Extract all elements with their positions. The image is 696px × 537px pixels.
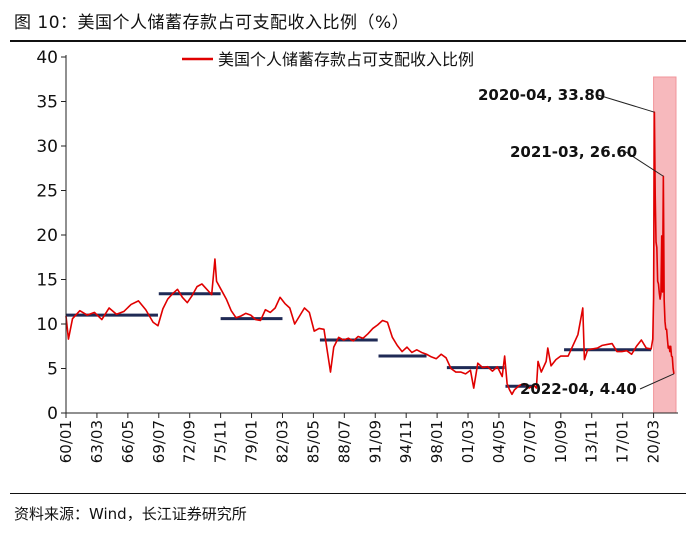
annotation-label: 2021-03, 26.60 xyxy=(510,143,637,161)
x-tick-label: 10/09 xyxy=(552,420,570,463)
figure-title: 图 10：美国个人储蓄存款占可支配收入比例（%） xyxy=(14,13,410,33)
y-tick-label: 40 xyxy=(36,48,58,68)
x-tick-label: 79/01 xyxy=(243,420,261,463)
x-tick-label: 20/03 xyxy=(645,420,663,463)
annotation-leader xyxy=(639,373,675,390)
top-rule xyxy=(10,40,686,42)
annotation-label: 2020-04, 33.80 xyxy=(478,86,605,104)
y-tick-label: 35 xyxy=(36,93,58,113)
x-tick-label: 88/07 xyxy=(335,420,353,463)
annotation-leader xyxy=(597,94,655,113)
x-tick-label: 69/07 xyxy=(150,420,168,463)
legend-label: 美国个人储蓄存款占可支配收入比例 xyxy=(218,50,474,69)
x-tick-label: 66/05 xyxy=(119,420,137,463)
x-tick-label: 72/09 xyxy=(181,420,199,463)
x-tick-label: 94/11 xyxy=(397,420,415,463)
series-line xyxy=(65,111,675,396)
y-tick-label: 30 xyxy=(36,137,58,157)
y-tick-label: 15 xyxy=(36,271,58,291)
x-tick-label: 91/09 xyxy=(366,420,384,463)
x-tick-label: 98/01 xyxy=(428,420,446,463)
x-tick-label: 01/03 xyxy=(459,420,477,463)
x-tick-label: 60/01 xyxy=(57,420,75,463)
x-tick-label: 07/07 xyxy=(521,420,539,463)
annotation-label: 2022-04, 4.40 xyxy=(520,380,637,398)
x-tick-label: 04/05 xyxy=(490,420,508,463)
y-tick-label: 25 xyxy=(36,182,58,202)
x-tick-label: 13/11 xyxy=(583,420,601,463)
source-note: 资料来源：Wind，长江证券研究所 xyxy=(14,505,247,523)
x-tick-label: 85/05 xyxy=(304,420,322,463)
bottom-rule xyxy=(10,493,686,494)
x-tick-label: 17/01 xyxy=(614,420,632,463)
y-tick-label: 10 xyxy=(36,315,58,335)
x-tick-label: 63/03 xyxy=(88,420,106,463)
x-tick-label: 75/11 xyxy=(212,420,230,463)
y-tick-label: 0 xyxy=(47,404,58,424)
y-tick-label: 20 xyxy=(36,226,58,246)
annotation-leader xyxy=(625,151,664,177)
x-tick-label: 82/03 xyxy=(273,420,291,463)
y-tick-label: 5 xyxy=(47,360,58,380)
